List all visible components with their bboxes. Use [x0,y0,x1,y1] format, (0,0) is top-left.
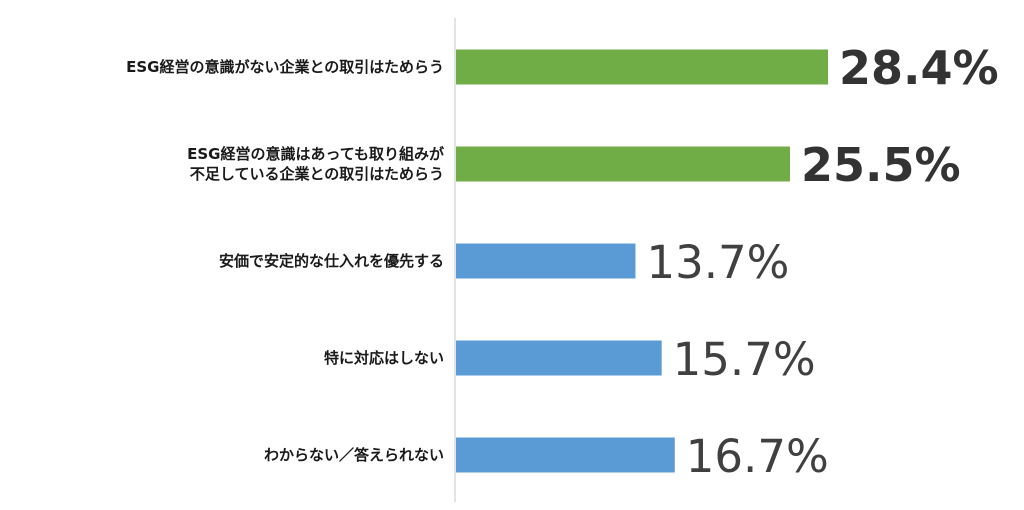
data-label-2: 13.7% [646,236,789,289]
data-label-3: 15.7% [673,333,816,386]
data-label-4: 16.7% [686,430,829,483]
category-label-1: ESG経営の意識はあっても取り組みが 不足している企業との取引はためらう [187,145,444,183]
bar-4 [456,437,675,473]
category-label-0: ESG経営の意識がない企業との取引はためらう [126,58,444,76]
bar-2 [456,243,636,279]
bar-1 [456,146,791,182]
bar-0 [456,49,829,85]
category-label-3: 特に対応はしない [323,349,444,367]
data-label-1: 25.5% [801,138,961,192]
bar-3 [456,340,662,376]
category-label-2: 安価で安定的な仕入れを優先する [218,252,444,270]
category-label-4: わからない／答えられない [263,446,444,464]
data-label-0: 28.4% [839,41,999,95]
